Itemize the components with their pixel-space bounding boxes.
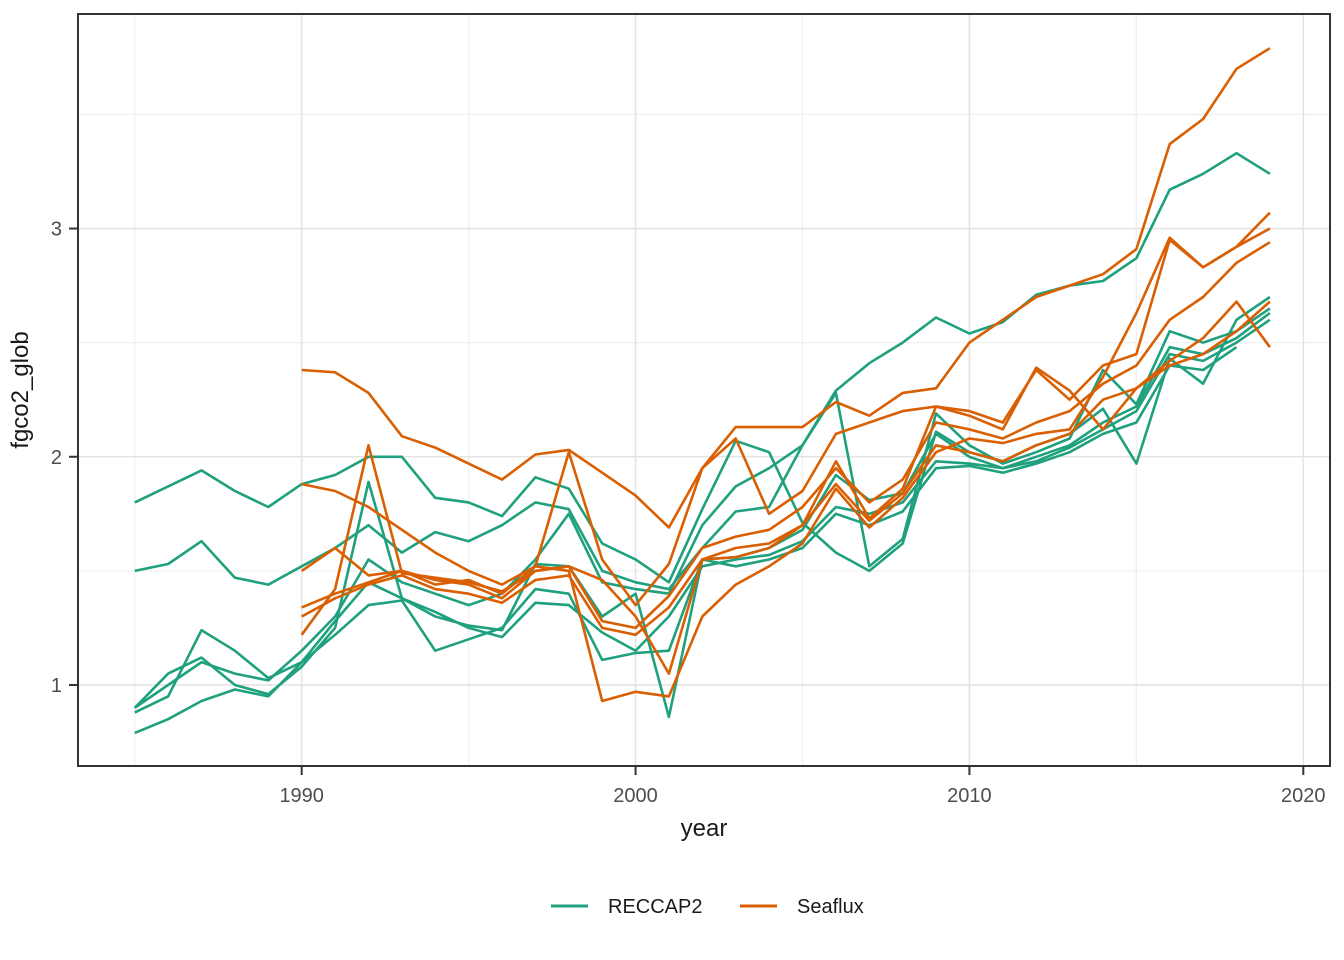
x-tick-label-2000: 2000 — [613, 785, 658, 807]
series-line-RECCAP2-6 — [134, 346, 1238, 735]
series-line-RECCAP2-4 — [134, 311, 1271, 719]
axis-tick-marks — [69, 227, 1305, 775]
series-line-Seaflux-2 — [301, 211, 1271, 703]
series-line-Seaflux-6 — [301, 300, 1271, 637]
legend-label-reccap2: RECCAP2 — [608, 896, 702, 918]
y-tick-label-3: 3 — [51, 219, 62, 241]
series-line-RECCAP2-5 — [133, 318, 1271, 709]
major-gridlines — [78, 14, 1330, 766]
series-line-RECCAP2-3 — [134, 151, 1271, 709]
legend: RECCAP2 Seaflux — [551, 896, 864, 918]
y-axis-title: fgco2_glob — [7, 331, 34, 448]
x-tick-label-2010: 2010 — [947, 785, 992, 807]
legend-label-seaflux: Seaflux — [797, 896, 864, 918]
x-tick-label-1990: 1990 — [279, 785, 324, 807]
series-line-Seaflux-1 — [301, 47, 1271, 529]
x-axis-tick-labels: 1990 2000 2010 2020 — [279, 785, 1325, 807]
minor-gridlines — [78, 14, 1330, 766]
y-tick-label-1: 1 — [51, 675, 62, 697]
x-axis-title: year — [681, 815, 728, 842]
y-axis-tick-labels: 1 2 3 — [51, 219, 62, 697]
x-tick-label-2020: 2020 — [1281, 785, 1326, 807]
panel-border — [77, 13, 1331, 767]
series-lines — [133, 47, 1271, 735]
y-tick-label-2: 2 — [51, 447, 62, 469]
series-line-Seaflux-4 — [300, 227, 1271, 607]
series-line-Seaflux-5 — [301, 241, 1271, 630]
series-line-RECCAP2-1 — [134, 295, 1271, 584]
